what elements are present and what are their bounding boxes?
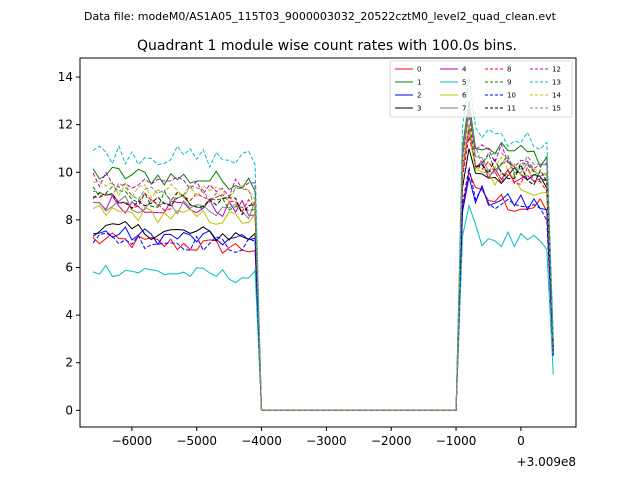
series-line-8 — [92, 136, 554, 411]
series-line-14 — [92, 124, 554, 411]
series-line-3 — [92, 148, 554, 411]
x-axis: −6000 −5000 −4000 −3000 −2000 −1000 0 — [112, 427, 525, 448]
legend-label-15: 15 — [552, 105, 561, 113]
series-line-11 — [92, 124, 554, 411]
y-tick-label: 14 — [58, 70, 73, 84]
legend-label-7: 7 — [462, 105, 466, 113]
x-tick-label: 0 — [517, 434, 525, 448]
y-tick-label: 12 — [58, 118, 73, 132]
series-line-15 — [92, 110, 554, 411]
series-line-12 — [92, 112, 554, 411]
series-line-10 — [92, 167, 554, 411]
series-line-1 — [92, 100, 554, 411]
y-tick-label: 2 — [65, 356, 73, 370]
series-line-6 — [92, 124, 554, 411]
legend-label-4: 4 — [462, 66, 467, 74]
y-tick-label: 6 — [65, 260, 73, 274]
legend-box — [389, 60, 573, 118]
legend-label-8: 8 — [507, 66, 511, 74]
series-line-9 — [92, 112, 554, 411]
x-tick-label: −4000 — [241, 434, 282, 448]
y-tick-label: 4 — [65, 308, 73, 322]
legend-label-11: 11 — [507, 105, 516, 113]
series-line-5 — [92, 203, 554, 411]
chart-title: Quadrant 1 module wise count rates with … — [137, 38, 517, 54]
series-line-13 — [92, 76, 554, 411]
y-tick-label: 0 — [65, 403, 73, 417]
legend-label-3: 3 — [417, 105, 421, 113]
x-tick-label: −1000 — [436, 434, 477, 448]
x-tick-label: −3000 — [306, 434, 347, 448]
y-tick-label: 10 — [58, 165, 73, 179]
legend-label-13: 13 — [552, 79, 561, 87]
figure-suptitle: Data file: modeM0/AS1A05_115T03_90000030… — [84, 10, 557, 23]
legend-label-1: 1 — [417, 79, 421, 87]
plot-lines — [92, 76, 554, 411]
x-tick-label: −5000 — [176, 434, 217, 448]
legend-label-12: 12 — [552, 66, 561, 74]
plot-frame — [79, 57, 577, 428]
legend-label-10: 10 — [507, 92, 516, 100]
legend-label-6: 6 — [462, 92, 467, 100]
series-line-7 — [92, 105, 554, 411]
x-axis-offset-label: +3.009e8 — [517, 455, 576, 469]
x-tick-label: −6000 — [112, 434, 153, 448]
legend-label-5: 5 — [462, 79, 466, 87]
y-axis: 0 2 4 6 8 10 12 14 — [58, 70, 80, 417]
x-tick-label: −2000 — [371, 434, 412, 448]
y-tick-label: 8 — [65, 213, 73, 227]
legend-label-0: 0 — [417, 66, 421, 74]
legend-label-14: 14 — [552, 92, 561, 100]
legend-label-9: 9 — [507, 79, 511, 87]
legend-label-2: 2 — [417, 92, 421, 100]
